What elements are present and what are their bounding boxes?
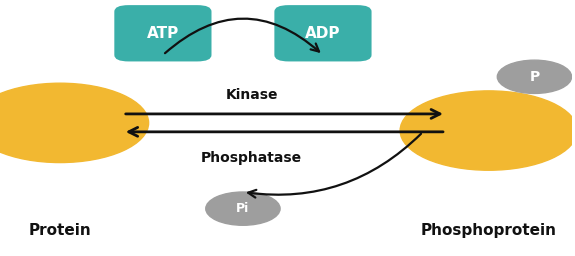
FancyBboxPatch shape [274,5,371,61]
Text: Pi: Pi [236,202,250,215]
Text: P: P [530,70,539,84]
Text: Phosphatase: Phosphatase [201,151,302,165]
Text: Kinase: Kinase [225,88,278,102]
FancyBboxPatch shape [114,5,212,61]
Text: Protein: Protein [29,223,91,238]
Circle shape [206,192,280,225]
Circle shape [400,91,575,170]
Text: ADP: ADP [305,26,341,41]
Circle shape [0,83,148,163]
Text: Phosphoprotein: Phosphoprotein [421,223,557,238]
Circle shape [497,60,572,93]
Text: ATP: ATP [147,26,179,41]
